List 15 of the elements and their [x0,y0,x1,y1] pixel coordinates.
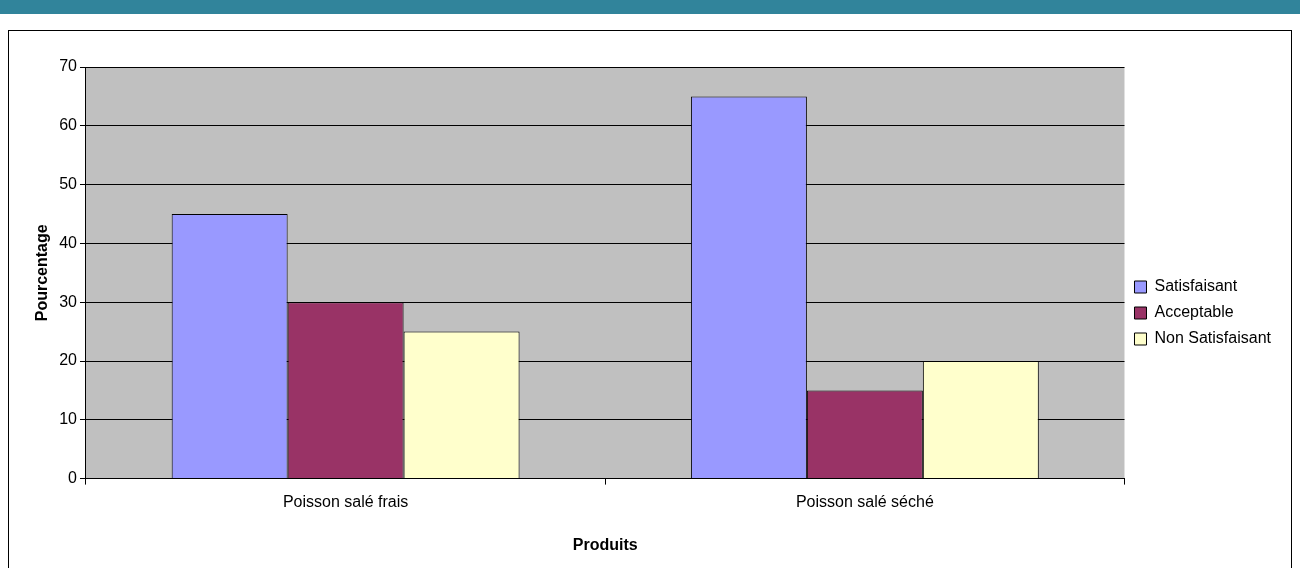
y-tick-label: 0 [68,469,78,487]
y-tick-label: 30 [59,292,78,310]
x-axis-title: Produits [572,535,638,553]
y-tick-label: 40 [59,233,78,251]
y-tick-label: 50 [59,175,78,193]
y-tick-label: 60 [59,116,78,134]
y-tick-label: 70 [59,57,78,75]
x-tick-label: Poisson salé séché [795,492,934,510]
x-tick-label: Poisson salé frais [282,492,409,510]
y-tick-label: 10 [59,410,78,428]
y-tick-label: 20 [59,351,78,369]
legend-label: Satisfaisant [1154,277,1238,295]
legend-label: Non Satisfaisant [1154,329,1272,347]
legend-label: Acceptable [1154,303,1234,321]
y-axis-title: Pourcentage [33,224,51,322]
